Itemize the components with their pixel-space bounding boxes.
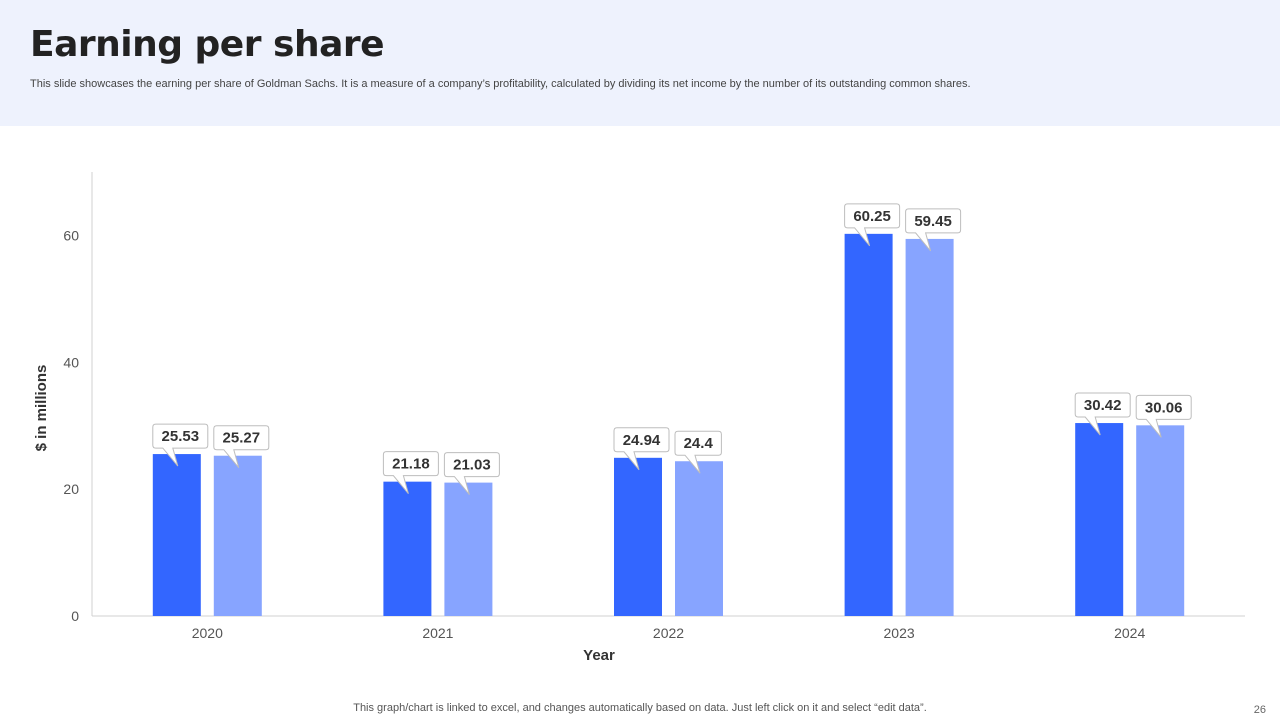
- data-label-callout: [613, 427, 670, 471]
- bar-2022-series-2[interactable]: [675, 461, 723, 616]
- y-tick-label: 60: [63, 227, 79, 243]
- data-label-callout: [674, 430, 722, 474]
- data-label: 25.27: [223, 430, 261, 447]
- bar-chart[interactable]: 0 20 40 60 $ in millions Year 2020 25.53 25.27 20…: [0, 140, 1280, 670]
- bar-2020-series-2[interactable]: [213, 455, 262, 616]
- page-number: 26: [1253, 704, 1266, 716]
- data-label: 21.03: [453, 457, 491, 474]
- bar-2023-series-2[interactable]: [905, 238, 954, 616]
- bar-2023-series-1[interactable]: [844, 233, 893, 616]
- x-tick-label: 2023: [884, 625, 915, 641]
- data-label: 60.25: [853, 208, 891, 225]
- data-label-callout: [1074, 392, 1131, 436]
- bar-2024-series-1[interactable]: [1075, 423, 1124, 616]
- x-tick-label: 2022: [653, 625, 684, 641]
- bar-2024-series-2[interactable]: [1136, 425, 1185, 616]
- y-axis-title: $ in millions: [33, 365, 50, 452]
- data-label: 30.42: [1084, 397, 1122, 414]
- page-subtitle: This slide showcases the earning per sha…: [30, 78, 971, 90]
- data-label: 25.53: [162, 428, 200, 445]
- data-label-callout: [213, 425, 270, 469]
- page-title: Earning per share: [30, 24, 385, 65]
- data-label: 59.45: [914, 213, 952, 230]
- bar-2021-series-1[interactable]: [383, 481, 432, 616]
- footer-note: This graph/chart is linked to excel, and…: [353, 702, 927, 714]
- y-tick-label: 20: [63, 481, 79, 497]
- y-tick-label: 0: [71, 608, 79, 624]
- data-label: 21.18: [392, 456, 430, 473]
- data-label-callout: [382, 451, 439, 494]
- data-label-callout: [152, 423, 209, 467]
- data-label-callout: [443, 452, 500, 495]
- y-tick-label: 40: [63, 354, 79, 370]
- data-label: 30.06: [1145, 399, 1183, 416]
- x-axis-title: Year: [583, 647, 615, 664]
- data-label: 24.94: [623, 432, 661, 449]
- data-label-callout: [905, 208, 962, 252]
- data-label-callout: [1135, 394, 1192, 438]
- x-tick-label: 2024: [1114, 625, 1145, 641]
- bar-2022-series-1[interactable]: [614, 457, 662, 616]
- data-label-callout: [844, 203, 901, 247]
- header-banner: Earning per share This slide showcases t…: [0, 0, 1280, 126]
- bar-2020-series-1[interactable]: [152, 454, 201, 616]
- bar-2021-series-2[interactable]: [444, 482, 493, 616]
- data-label: 24.4: [684, 435, 714, 452]
- x-tick-label: 2021: [422, 625, 453, 641]
- x-tick-label: 2020: [192, 625, 223, 641]
